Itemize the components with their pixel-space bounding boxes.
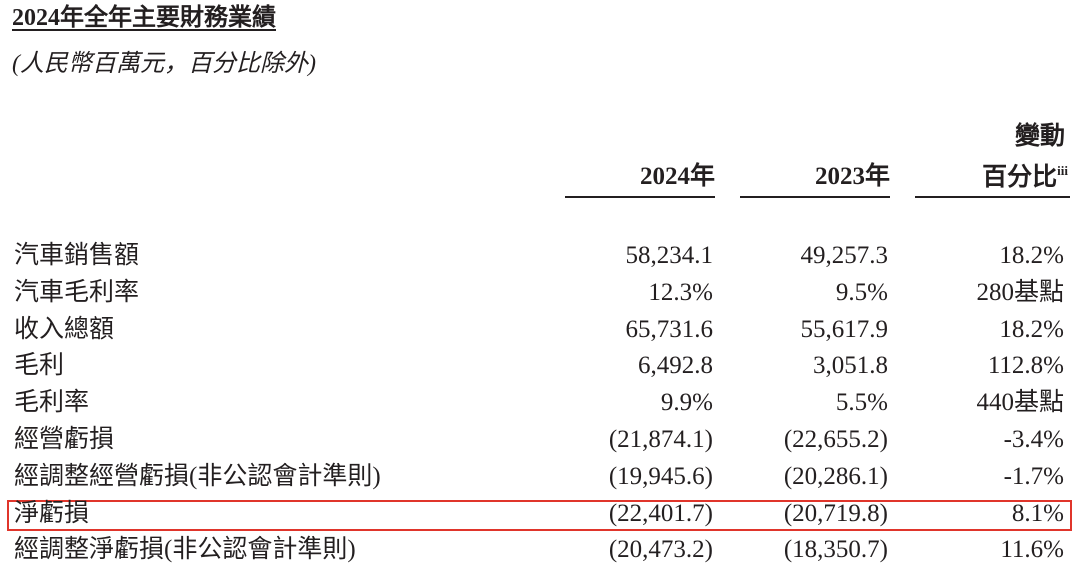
header-rule xyxy=(565,196,715,198)
cell-value: 12.3% xyxy=(648,278,713,306)
row-label: 毛利率 xyxy=(14,389,90,417)
column-header: 2023年 xyxy=(814,163,890,190)
cell-value: 11.6% xyxy=(1000,536,1064,564)
cell-value: (20,719.8) xyxy=(783,499,888,527)
change-header-text: 百分比 xyxy=(982,164,1058,191)
cell-value: 49,257.3 xyxy=(800,242,889,269)
cell-value: (22,401.7) xyxy=(608,499,713,527)
row-label: 汽車銷售額 xyxy=(14,242,140,269)
highlight-box xyxy=(7,500,1072,531)
cell-value: 280基點 xyxy=(976,278,1064,306)
header-rule xyxy=(740,196,890,198)
footnote-marker: iii xyxy=(1057,163,1068,178)
cell-value: 18.2% xyxy=(999,242,1064,269)
cell-value: -1.7% xyxy=(1003,462,1064,490)
row-label: 毛利 xyxy=(14,352,65,380)
cell-value: (20,473.2) xyxy=(608,536,713,564)
cell-value: 65,731.6 xyxy=(625,315,714,343)
cell-value: 9.5% xyxy=(835,278,888,306)
cell-value: 9.9% xyxy=(660,389,713,417)
row-label: 經調整經營虧損(非公認會計準則) xyxy=(14,462,381,490)
row-label: 汽車毛利率 xyxy=(14,278,140,306)
cell-value: 3,051.8 xyxy=(813,352,888,380)
cell-value: 58,234.1 xyxy=(625,242,714,269)
change-header-line2: 百分比iii xyxy=(982,164,1068,190)
cell-value: 112.8% xyxy=(987,352,1064,380)
change-header-line1: 變動 xyxy=(1014,123,1065,150)
row-label: 收入總額 xyxy=(14,315,115,343)
cell-value: 8.1% xyxy=(1011,499,1064,527)
row-label: 淨虧損 xyxy=(14,499,90,527)
cell-value: (22,655.2) xyxy=(783,426,888,453)
header-rule xyxy=(915,196,1070,198)
subtitle: (人民幣百萬元，百分比除外) xyxy=(12,51,316,77)
cell-value: (18,350.7) xyxy=(783,536,888,564)
cell-value: 6,492.8 xyxy=(638,352,713,380)
cell-value: 440基點 xyxy=(976,389,1064,417)
cell-value: 5.5% xyxy=(835,389,888,417)
title: 2024年全年主要財務業績 xyxy=(12,5,276,31)
row-label: 經調整淨虧損(非公認會計準則) xyxy=(14,536,356,564)
cell-value: (19,945.6) xyxy=(608,462,713,490)
cell-value: -3.4% xyxy=(1003,426,1064,453)
cell-value: 18.2% xyxy=(999,315,1064,343)
cell-value: (20,286.1) xyxy=(783,462,888,490)
cell-value: 55,617.9 xyxy=(800,315,889,343)
row-label: 經營虧損 xyxy=(14,426,115,453)
column-header: 2024年 xyxy=(639,163,715,190)
cell-value: (21,874.1) xyxy=(608,426,713,453)
